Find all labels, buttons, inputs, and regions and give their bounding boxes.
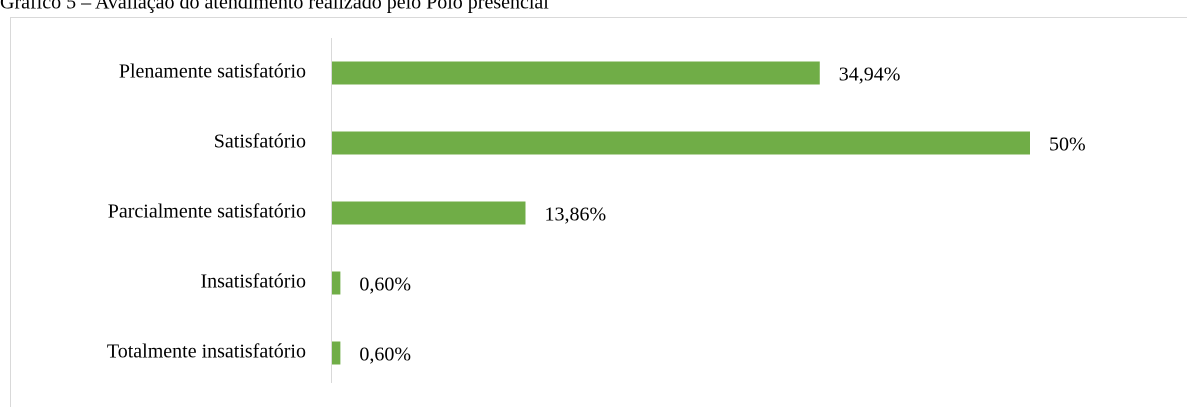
value-label: 0,60% bbox=[359, 274, 411, 296]
value-label: 50% bbox=[1049, 134, 1086, 156]
category-label: Insatisfatório bbox=[200, 271, 306, 293]
bar bbox=[332, 271, 341, 295]
value-label: 13,86% bbox=[544, 204, 606, 226]
bar bbox=[332, 341, 341, 365]
category-label: Totalmente insatisfatório bbox=[107, 341, 306, 363]
bar bbox=[332, 61, 820, 85]
value-label: 0,60% bbox=[359, 344, 411, 366]
value-label: 34,94% bbox=[839, 64, 901, 86]
category-label: Parcialmente satisfatório bbox=[108, 201, 306, 223]
chart-title: Gráfico 5 – Avaliação do atendimento rea… bbox=[0, 0, 549, 14]
category-label: Plenamente satisfatório bbox=[119, 61, 306, 83]
bar bbox=[332, 201, 526, 225]
title-backdrop bbox=[0, 0, 1187, 14]
category-label: Satisfatório bbox=[214, 131, 306, 153]
bar bbox=[332, 131, 1030, 155]
